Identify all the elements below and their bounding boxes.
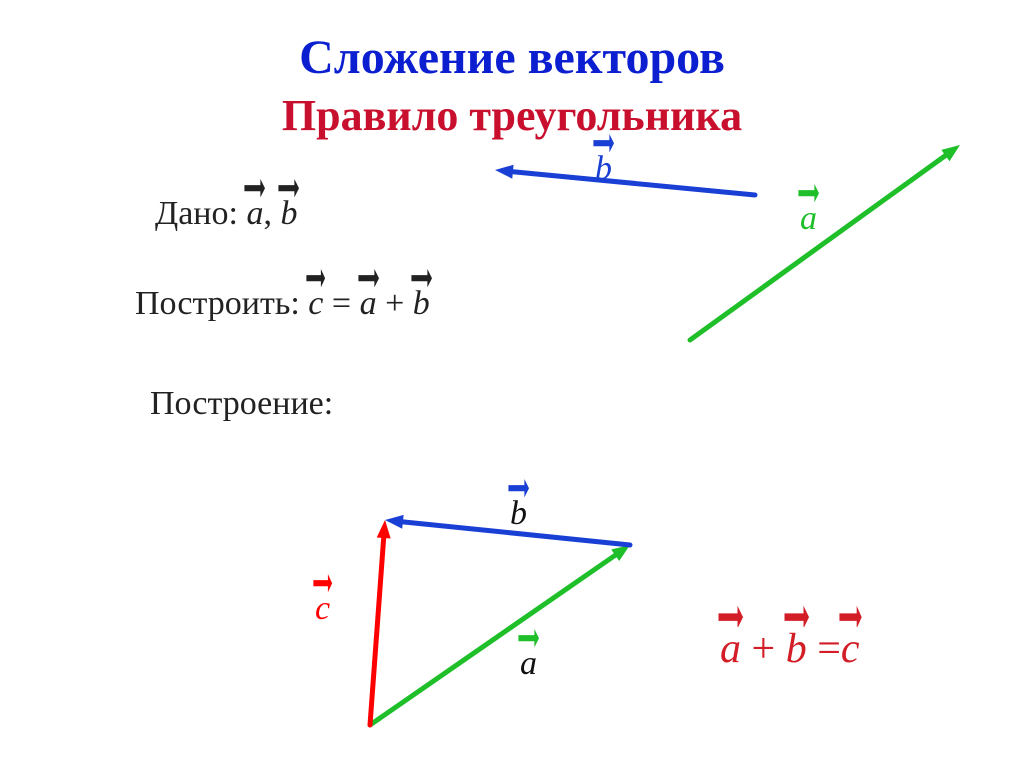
vector-b-top bbox=[495, 165, 755, 195]
label-b-triangle: b bbox=[510, 495, 527, 533]
vector-diagram bbox=[0, 0, 1024, 767]
result-plus: + bbox=[741, 626, 786, 672]
vector-a-top bbox=[690, 145, 960, 340]
label-a-triangle: a bbox=[520, 645, 537, 683]
result-c: c bbox=[841, 625, 860, 673]
vector-c-triangle bbox=[370, 520, 391, 725]
result-equation: a + b =c bbox=[720, 625, 860, 673]
vector-b-triangle bbox=[385, 515, 630, 545]
result-a: a bbox=[720, 625, 741, 673]
label-a-top: a bbox=[800, 200, 817, 238]
label-c-triangle: c bbox=[315, 590, 330, 628]
result-b: b bbox=[786, 625, 807, 673]
result-eq: = bbox=[807, 626, 841, 672]
vector-a-triangle bbox=[370, 545, 630, 725]
label-b-top: b bbox=[595, 150, 612, 188]
